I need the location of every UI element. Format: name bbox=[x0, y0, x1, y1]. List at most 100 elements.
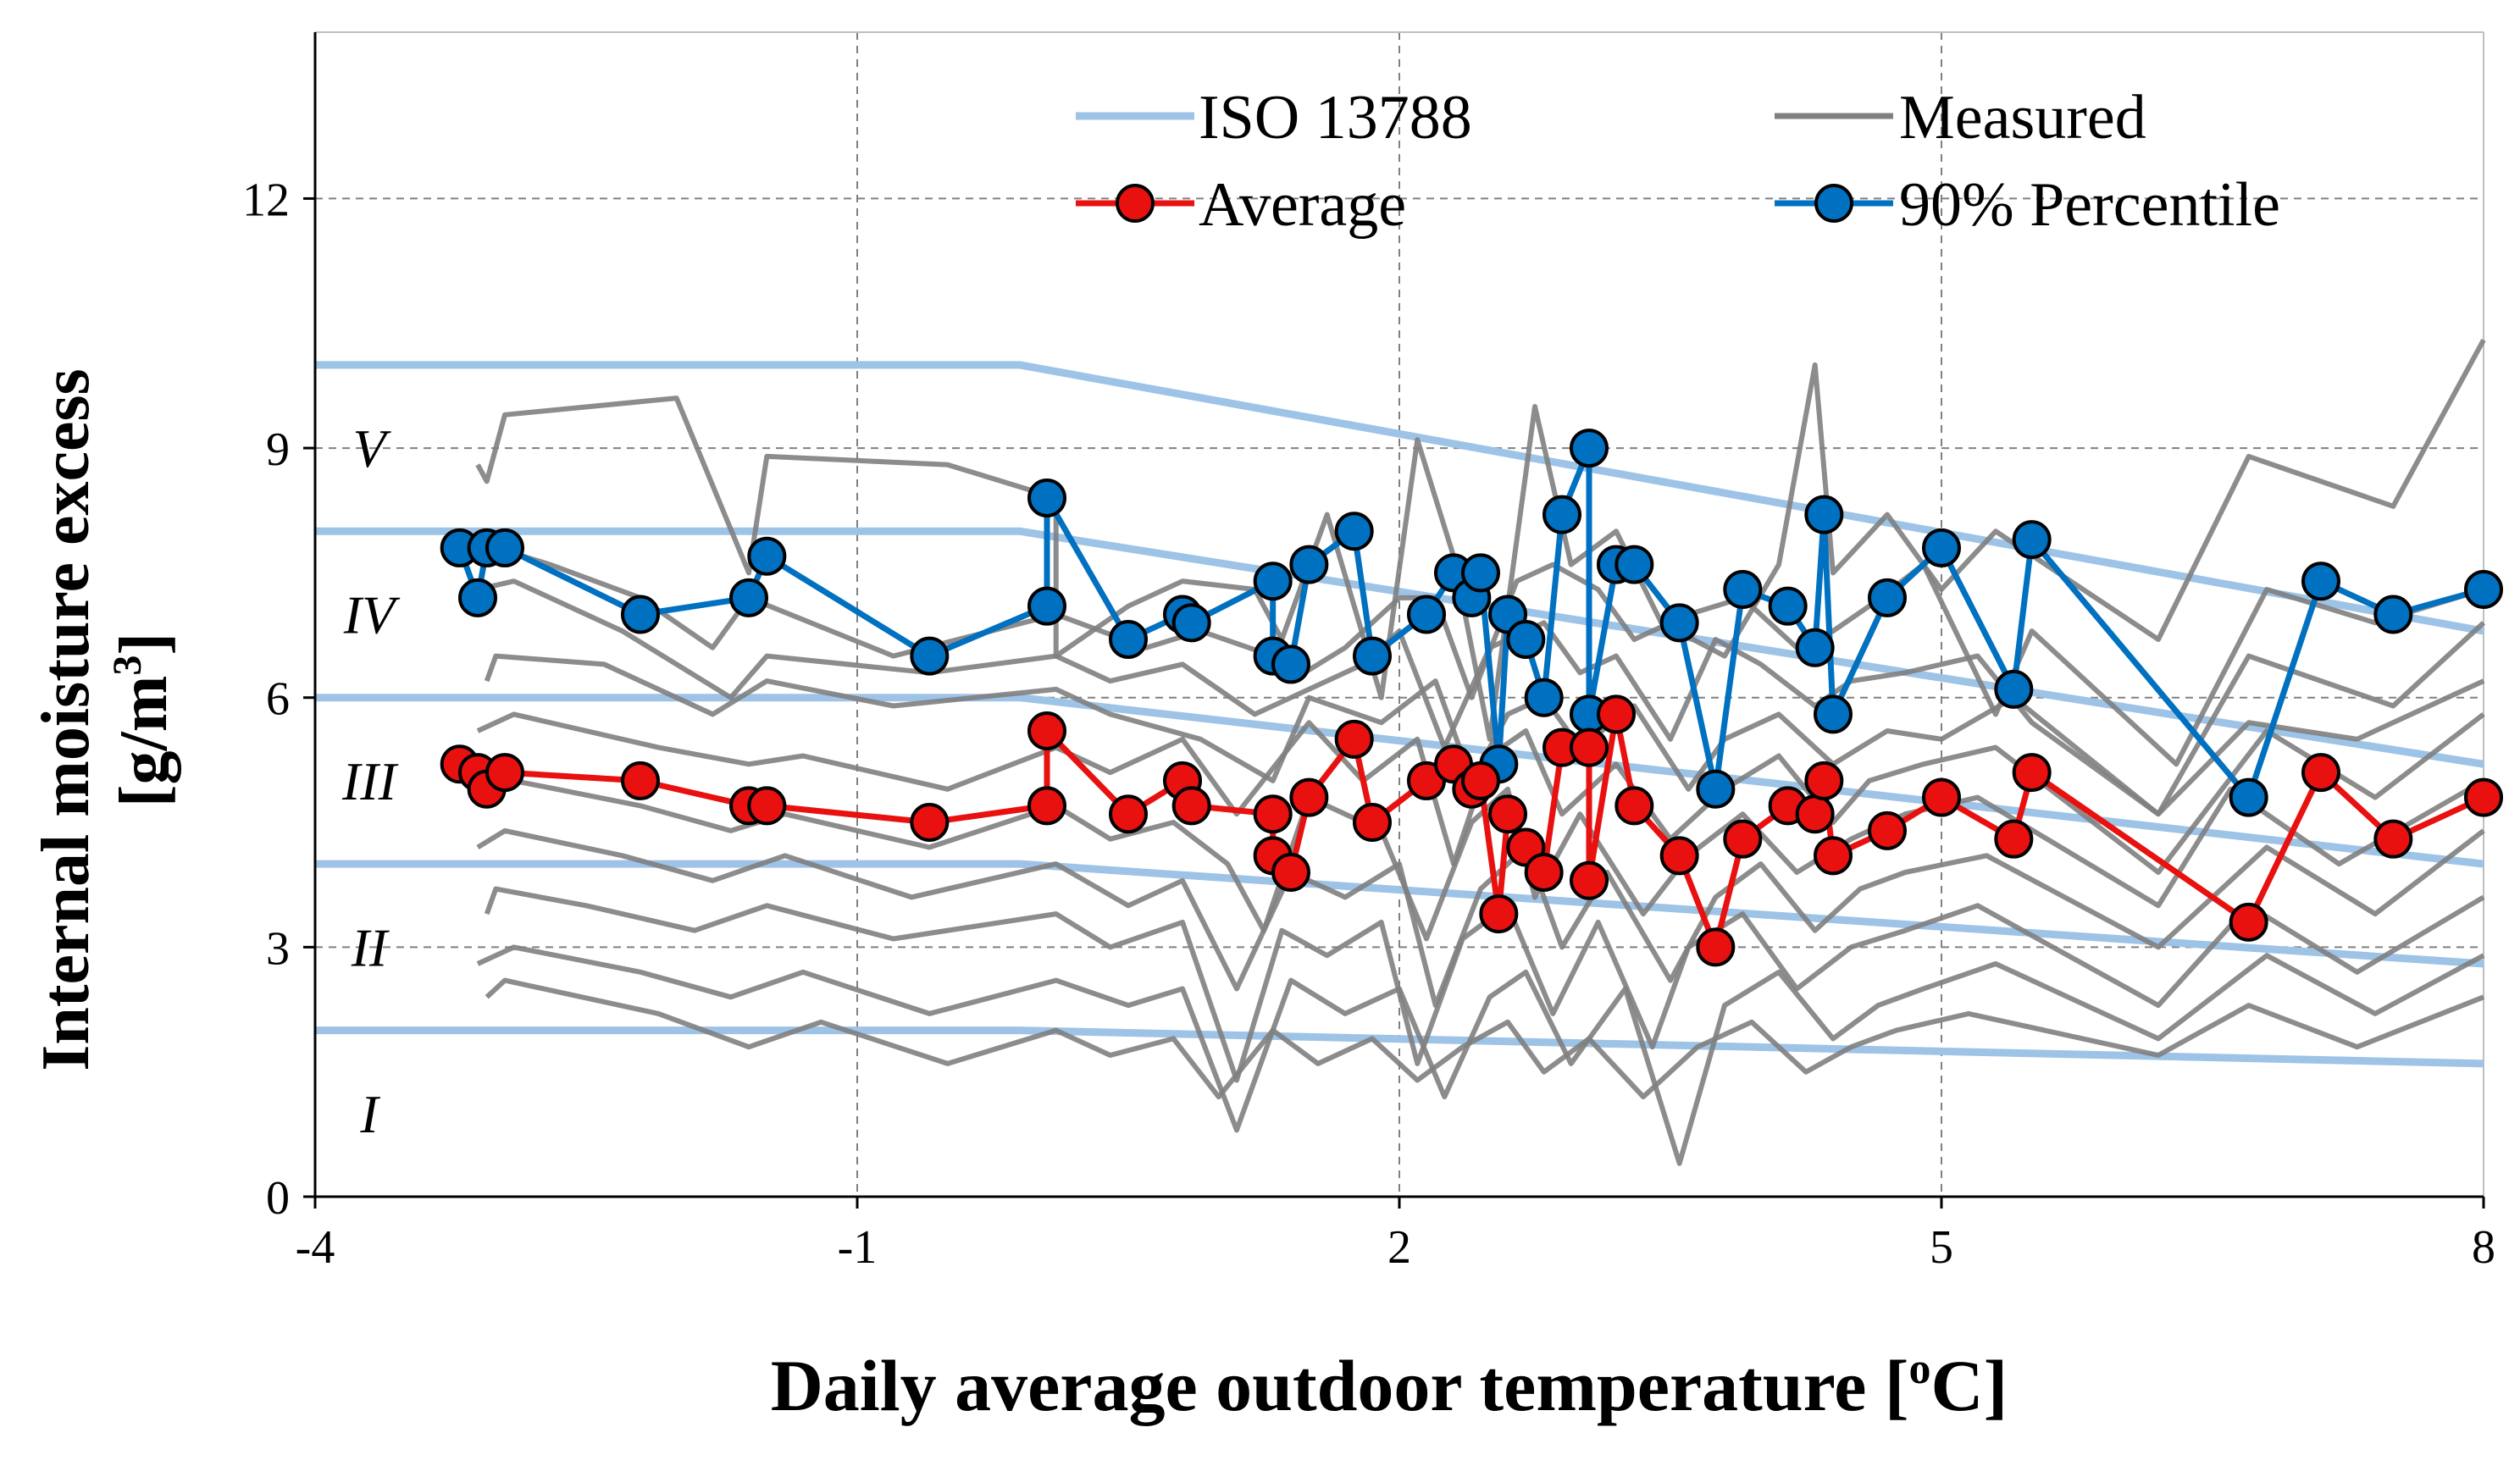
p90-point bbox=[1289, 545, 1329, 584]
zone-label: V bbox=[352, 418, 391, 479]
zone-label: III bbox=[341, 751, 399, 811]
average-point bbox=[1334, 719, 1374, 759]
average-point bbox=[1659, 836, 1699, 876]
average-point bbox=[1597, 694, 1636, 734]
x-tick-label: -1 bbox=[838, 1221, 878, 1274]
p90-point bbox=[1614, 545, 1654, 584]
percentile-90-series bbox=[440, 429, 2503, 817]
legend-average-marker bbox=[1116, 184, 1155, 223]
average-point bbox=[1171, 786, 1211, 826]
y-axis-title-line2-post: ] bbox=[107, 633, 181, 656]
average-point bbox=[2012, 753, 2052, 793]
y-axis-title-line2-pre: [g/m bbox=[107, 676, 181, 808]
average-point bbox=[1614, 786, 1654, 826]
average-point bbox=[1922, 777, 1961, 817]
average-series bbox=[440, 694, 2503, 967]
average-point bbox=[1461, 761, 1500, 800]
p90-point bbox=[1334, 512, 1374, 551]
x-axis-title-sup: o bbox=[1909, 1345, 1931, 1393]
iso-line bbox=[315, 1026, 2484, 1068]
p90-point bbox=[1109, 619, 1148, 659]
x-tick-label: 8 bbox=[2472, 1221, 2495, 1274]
p90-point bbox=[1027, 479, 1066, 517]
average-point bbox=[1570, 860, 1609, 900]
measured-line bbox=[484, 886, 2485, 1083]
average-point bbox=[1109, 794, 1148, 834]
x-tick-label: 2 bbox=[1387, 1221, 1411, 1274]
p90-point bbox=[2464, 570, 2503, 610]
x-tick-label: -4 bbox=[296, 1221, 335, 1274]
average-point bbox=[1868, 810, 1907, 850]
p90-point bbox=[910, 636, 950, 676]
average-point bbox=[1723, 819, 1763, 859]
average-point bbox=[2301, 753, 2340, 793]
average-point bbox=[485, 753, 524, 793]
y-axis-title-line2: [g/m3] bbox=[105, 633, 181, 807]
p90-point bbox=[1461, 553, 1500, 593]
measured-line bbox=[485, 977, 2485, 1100]
p90-point bbox=[1768, 586, 1808, 626]
zone-label: I bbox=[359, 1084, 380, 1144]
legend-p90-label: 90% Percentile bbox=[1899, 170, 2280, 240]
average-point bbox=[1271, 852, 1310, 892]
p90-point bbox=[2301, 562, 2340, 601]
p90-point bbox=[1027, 586, 1066, 626]
p90-point bbox=[1994, 669, 2034, 709]
legend-average-label: Average bbox=[1199, 170, 1406, 240]
legend: ISO 13788 Measured Average 90% Percentil… bbox=[1076, 83, 2280, 240]
p90-point bbox=[747, 536, 787, 576]
y-axis-title-line2-sup: 3 bbox=[105, 656, 150, 676]
p90-point bbox=[1506, 619, 1546, 659]
zone-label: IV bbox=[343, 585, 401, 645]
average-point bbox=[1027, 711, 1066, 750]
legend-p90-marker bbox=[1814, 184, 1853, 223]
average-point bbox=[1479, 894, 1519, 934]
p90-point bbox=[1524, 678, 1564, 717]
axes bbox=[303, 32, 2485, 1209]
x-tick-label: 5 bbox=[1930, 1221, 1953, 1274]
y-tick-label: 9 bbox=[266, 423, 290, 476]
p90-point bbox=[2373, 595, 2413, 634]
average-point bbox=[910, 803, 950, 843]
p90-point bbox=[2229, 777, 2268, 817]
y-tick-label: 3 bbox=[266, 922, 290, 975]
y-tick-label: 12 bbox=[242, 174, 290, 226]
p90-point bbox=[729, 578, 768, 617]
p90-point bbox=[2012, 520, 2052, 560]
average-point bbox=[1804, 761, 1844, 800]
average-point bbox=[1524, 852, 1564, 892]
p90-point bbox=[1542, 495, 1581, 534]
p90-point bbox=[1570, 429, 1609, 468]
x-axis-title: Daily average outdoor temperature [oC] bbox=[771, 1345, 2008, 1426]
average-point bbox=[1994, 819, 2034, 859]
p90-point bbox=[1723, 570, 1763, 610]
p90-point bbox=[1814, 694, 1853, 734]
average-point bbox=[1488, 794, 1527, 834]
average-point bbox=[1353, 803, 1392, 843]
p90-point bbox=[458, 578, 497, 617]
p90-point bbox=[621, 595, 660, 634]
iso-line bbox=[315, 361, 2484, 635]
p90-point bbox=[1171, 603, 1211, 643]
average-point bbox=[2464, 777, 2503, 817]
average-point bbox=[747, 786, 787, 826]
measured-line bbox=[476, 827, 2485, 1009]
p90-point bbox=[485, 528, 524, 567]
p90-point bbox=[1407, 595, 1446, 634]
y-axis-title: Internal moisture excess [g/m3] bbox=[29, 368, 181, 1071]
average-point bbox=[1795, 794, 1835, 834]
grid bbox=[315, 31, 2484, 1197]
y-axis-title-line1: Internal moisture excess bbox=[29, 368, 103, 1071]
measured-line bbox=[484, 653, 2485, 817]
tick-labels: -4 -1 2 5 8 0 3 6 9 12 bbox=[242, 174, 2495, 1274]
average-point bbox=[1289, 777, 1329, 817]
p90-point bbox=[1795, 628, 1835, 667]
p90-point bbox=[1353, 636, 1392, 676]
average-point bbox=[2373, 819, 2413, 859]
zone-label: II bbox=[351, 917, 390, 977]
average-point bbox=[1570, 727, 1609, 767]
average-point bbox=[1253, 794, 1293, 834]
p90-point bbox=[1922, 528, 1961, 567]
average-point bbox=[621, 761, 660, 800]
